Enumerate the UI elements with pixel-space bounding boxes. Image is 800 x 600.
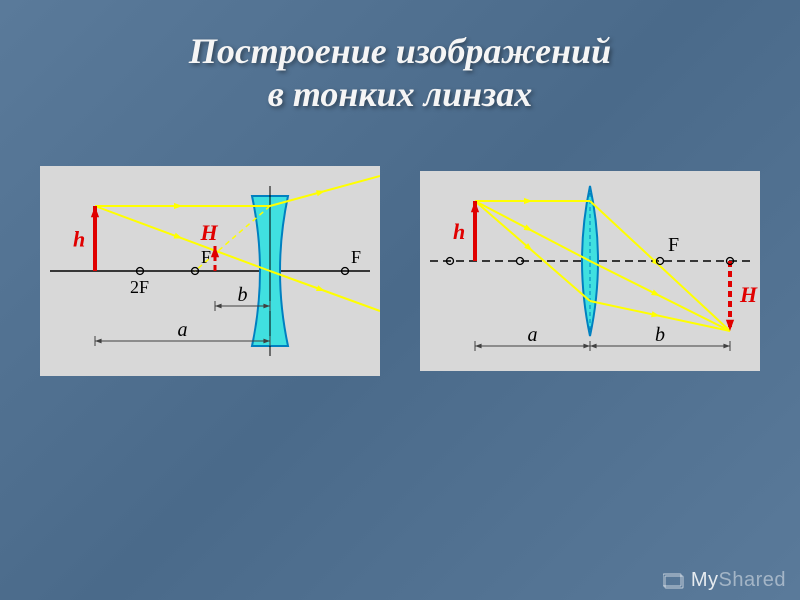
watermark-logo-icon (663, 572, 685, 590)
svg-text:b: b (655, 324, 665, 346)
diagram-row: hHFF2Fab hHFab (0, 166, 800, 376)
watermark-shared: Shared (719, 569, 787, 591)
svg-text:F: F (351, 247, 361, 267)
svg-text:F: F (668, 234, 679, 256)
svg-text:H: H (199, 220, 218, 245)
watermark-my: My (691, 569, 719, 591)
svg-text:h: h (73, 227, 85, 252)
svg-text:b: b (238, 284, 248, 306)
diagram-converging-lens: h H Fa b (420, 171, 760, 371)
title-line2: в тонких линзах (268, 74, 532, 114)
svg-text:2F: 2F (130, 277, 149, 297)
watermark-text: MyShared (691, 569, 786, 592)
svg-text:H: H (739, 282, 758, 307)
title-line1: Построение изображений (189, 31, 611, 71)
diagram-diverging-lens: hHFF2Fab (40, 166, 380, 376)
svg-text:a: a (528, 324, 538, 346)
svg-text:a: a (178, 319, 188, 341)
page-title: Построение изображений в тонких линзах (0, 0, 800, 116)
watermark: MyShared (663, 569, 786, 592)
svg-text:F: F (201, 247, 211, 267)
svg-text:h: h (453, 219, 465, 244)
